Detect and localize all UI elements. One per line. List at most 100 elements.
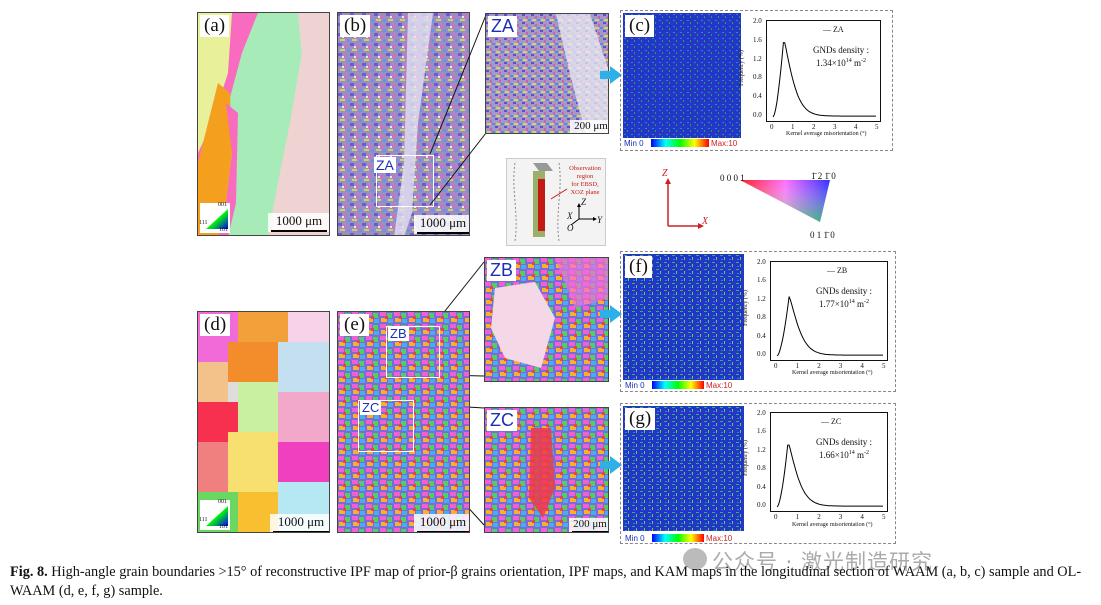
plot-f-ylabel: Frequency (%) [742, 290, 749, 326]
scale-bar-za: 200 μm [570, 120, 608, 133]
y-tick-label: 0.4 [757, 331, 766, 340]
colorbar-c-min: Min 0 [624, 139, 644, 148]
plot-f: — ZB GNDs density : 1.77×1014 m-2 [770, 261, 888, 361]
y-tick-label: 0.0 [753, 111, 762, 119]
plot-f-density: GNDs density : 1.77×1014 m-2 [801, 286, 887, 310]
plot-c: — ZA GNDs density : 1.34×1014 m-2 [766, 20, 881, 122]
plot-c-ylabel: Frequency (%) [738, 50, 745, 86]
plot-f-curve [776, 296, 883, 357]
ipf-label-0001: 0 0 0 1 [720, 173, 745, 183]
x-tick-label: 4 [860, 513, 864, 521]
ipf-label-1210: 1̄ 2 1̄ 0 [811, 171, 836, 181]
x-tick-label: 1 [795, 513, 800, 521]
panel-e-ipf-map: (e) ZB ZC 1000 μm [337, 311, 470, 533]
plot-c-density: GNDs density : 1.34×1014 m-2 [801, 45, 881, 69]
panel-zb-label: ZB [487, 260, 517, 281]
mini-ipf-left: 111 [199, 220, 208, 226]
scale-bar-d-text: 1000 μm [277, 514, 325, 529]
panel-c-kam-map: (c) [623, 13, 741, 138]
y-tick-label: 0.8 [757, 313, 766, 322]
x-tick-label: 2 [812, 123, 816, 131]
colorbar-g [652, 534, 704, 542]
colorbar-c-max: Max:10 [711, 139, 738, 148]
scale-bar-za-text: 200 μm [574, 120, 608, 132]
mini-ipf-top: 001 [218, 202, 227, 208]
panel-f-label: (f) [625, 256, 652, 278]
panel-a-grains [198, 13, 329, 235]
x-tick-label: 5 [882, 513, 886, 521]
figure-caption: Fig. 8. High-angle grain boundaries >15°… [10, 563, 1095, 601]
x-tick-label: 0 [774, 513, 778, 521]
schematic-box: Observation region for EBSD, XOZ plane Z Y… [506, 158, 606, 246]
plot-c-density-title: GNDs density : [813, 45, 869, 55]
colorbar-f [652, 381, 704, 389]
y-tick-label: 0.4 [753, 92, 762, 101]
y-tick-label: 0.0 [757, 501, 766, 509]
plot-f-density-title: GNDs density : [816, 286, 872, 296]
plot-c-curve [772, 42, 876, 118]
plot-g-curve [776, 444, 883, 508]
caption-text: High-angle grain boundaries >15° of reco… [10, 564, 1082, 599]
x-tick-label: 3 [838, 513, 843, 521]
region-box-zc [358, 400, 414, 452]
sample-axis-x: X [702, 216, 709, 227]
panel-e-label: (e) [340, 314, 370, 336]
y-tick-label: 1.6 [757, 427, 766, 436]
colorbar-f-max: Max:10 [706, 381, 733, 390]
scale-bar-zc: 200 μm [569, 518, 608, 532]
arrow-za-to-c [600, 66, 622, 84]
arrow-zc-to-g [600, 456, 622, 474]
panel-zb-zoom: ZB [484, 257, 609, 382]
x-tick-label: 2 [817, 513, 821, 521]
plot-f-legend: — ZB [827, 266, 848, 275]
panel-b-label: (b) [340, 15, 371, 37]
x-tick-label: 5 [882, 362, 886, 370]
panel-zc-zoom: ZC 200 μm [484, 407, 609, 533]
panel-c-label: (c) [625, 15, 655, 37]
y-tick-label: 1.6 [757, 276, 766, 285]
scale-bar-d: 1000 μm [270, 514, 329, 532]
y-tick-label: 0.8 [757, 464, 766, 473]
mini-ipf-right-d: 101 [219, 524, 228, 530]
colorbar-c [651, 139, 709, 147]
plot-g-density: GNDs density : 1.66×1014 m-2 [801, 437, 887, 461]
plot-c-xlabel: Kernel average misorientation (°) [786, 131, 867, 137]
mini-ipf-right: 101 [219, 227, 228, 233]
panel-d-label: (d) [200, 314, 231, 336]
kam-distribution-line [772, 42, 876, 118]
plot-g-density-value: 1.66×1014 m-2 [818, 450, 870, 460]
scale-bar-b: 1000 μm [414, 215, 469, 234]
panel-f-kam-map: (f) [623, 254, 744, 380]
colorbar-g-max: Max:10 [706, 534, 733, 543]
panel-d-ipf-map: (d) 001 111 101 1000 μm [197, 311, 330, 533]
schematic-axis-x: X [567, 211, 573, 221]
panel-g-kam-map: (g) [623, 406, 744, 531]
panel-f-frame [620, 251, 896, 392]
panel-g-label: (g) [625, 408, 656, 430]
mini-ipf-left-d: 111 [199, 517, 208, 523]
schematic-axis-o: O [567, 223, 574, 233]
scale-bar-b-text: 1000 μm [419, 215, 467, 230]
y-tick-label: 1.2 [753, 54, 762, 63]
colorbar-f-min: Min 0 [625, 381, 645, 390]
region-label-zc: ZC [360, 400, 382, 415]
ipf-color-triangle [740, 180, 830, 222]
panel-b-ipf-map: (b) ZA 1000 μm [337, 12, 470, 236]
y-tick-label: 1.6 [753, 35, 762, 44]
y-tick-label: 1.2 [757, 445, 766, 454]
plot-f-density-value: 1.77×1014 m-2 [818, 299, 870, 309]
plot-g-xlabel: Kernel average misorientation (°) [792, 522, 873, 528]
x-tick-label: 2 [817, 362, 821, 370]
plot-c-density-value: 1.34×1014 m-2 [815, 58, 867, 68]
scale-bar-e-text: 1000 μm [419, 514, 467, 529]
x-tick-label: 1 [791, 123, 795, 131]
region-box-zb [386, 326, 440, 378]
schematic-axis-z: Z [581, 197, 587, 207]
panel-zc-label: ZC [487, 410, 517, 431]
x-tick-label: 1 [795, 362, 800, 370]
y-tick-label: 2.0 [757, 409, 766, 417]
arrow-zb-to-f [600, 305, 622, 323]
ipf-label-0110: 0 1 1̄ 0 [810, 230, 835, 240]
plot-g-legend: — ZC [821, 417, 842, 426]
panel-za-label: ZA [488, 16, 518, 37]
